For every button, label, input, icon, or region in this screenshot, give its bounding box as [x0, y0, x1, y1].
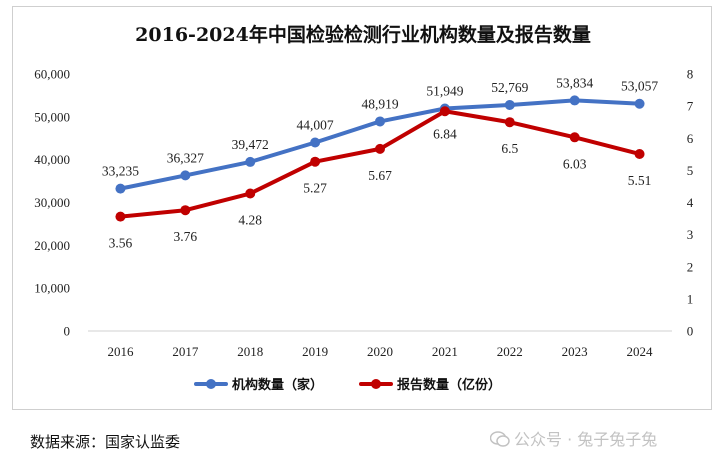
data-point: [310, 137, 321, 148]
x-tick-label: 2024: [627, 344, 654, 359]
legend-swatch-marker: [206, 379, 216, 389]
x-tick-label: 2019: [302, 344, 328, 359]
x-tick-label: 2022: [497, 344, 523, 359]
legend-swatch-marker: [371, 379, 381, 389]
data-point: [504, 117, 515, 128]
chart-frame: [12, 6, 712, 410]
data-point: [634, 148, 645, 159]
axes: 0 10,000 20,000 30,000 40,000 50,000 60,000 0 1 2…: [34, 67, 694, 360]
x-tick-label: 2021: [432, 344, 458, 359]
watermark: 公众号 · 兔子兔子兔: [490, 426, 657, 450]
data-label: 53,057: [621, 79, 658, 94]
data-point: [504, 99, 515, 110]
x-tick-label: 2018: [237, 344, 263, 359]
data-label: 5.51: [628, 173, 652, 188]
y-right-tick-label: 0: [687, 324, 694, 339]
data-label: 44,007: [297, 118, 334, 133]
data-label: 48,919: [361, 96, 398, 111]
legend: 机构数量（家） 报告数量（亿份）: [194, 377, 501, 393]
series-layer: [115, 95, 645, 222]
y-left-tick-label: 50,000: [34, 109, 70, 124]
x-tick-label: 2016: [107, 344, 134, 359]
data-label: 6.5: [501, 141, 518, 156]
y-right-tick-label: 5: [687, 163, 694, 178]
data-point: [245, 188, 256, 199]
y-left-tick-label: 20,000: [34, 238, 70, 253]
source-note: 数据来源：国家认监委: [30, 433, 181, 451]
y-right-tick-label: 2: [687, 259, 694, 274]
data-label: 52,769: [491, 80, 528, 95]
data-label: 39,472: [232, 137, 269, 152]
data-label: 6.03: [563, 156, 587, 171]
data-label: 5.27: [303, 181, 327, 196]
data-labels: 33,235 36,327 39,472 44,007 48,919 51,949 52,7…: [102, 75, 658, 250]
data-label: 3.76: [174, 229, 198, 244]
x-tick-label: 2020: [367, 344, 393, 359]
x-tick-label: 2017: [172, 344, 199, 359]
legend-label: 机构数量（家）: [232, 377, 323, 393]
data-point: [439, 106, 450, 117]
data-point: [569, 95, 580, 106]
wechat-icon: [490, 431, 510, 447]
x-tick-label: 2023: [562, 344, 588, 359]
data-point: [180, 170, 191, 181]
y-right-tick-label: 7: [687, 99, 694, 114]
data-point: [375, 143, 385, 154]
data-label: 36,327: [167, 150, 204, 165]
data-point: [310, 156, 321, 167]
data-label: 5.67: [368, 168, 392, 183]
y-right-tick-label: 4: [687, 195, 694, 210]
watermark-text: 公众号 · 兔子兔子兔: [514, 430, 658, 449]
data-point: [115, 183, 126, 194]
y-left-tick-label: 10,000: [34, 281, 70, 296]
y-left-tick-label: 30,000: [34, 195, 70, 210]
data-label: 6.84: [433, 126, 457, 141]
data-point: [245, 156, 256, 167]
y-right-tick-label: 3: [687, 227, 694, 242]
legend-label: 报告数量（亿份）: [397, 377, 501, 393]
data-point: [375, 116, 385, 127]
y-left-tick-label: 60,000: [34, 67, 70, 82]
data-label: 3.56: [109, 236, 133, 251]
y-left-tick-label: 40,000: [34, 152, 70, 167]
y-right-tick-label: 6: [687, 131, 694, 146]
y-right-tick-label: 8: [687, 67, 694, 82]
data-point: [115, 211, 126, 222]
data-label: 53,834: [556, 75, 593, 90]
y-right-tick-label: 1: [687, 291, 694, 306]
data-point: [569, 132, 580, 143]
data-point: [180, 205, 191, 216]
data-label: 4.28: [238, 213, 262, 228]
y-left-tick-label: 0: [64, 324, 71, 339]
data-label: 33,235: [102, 164, 139, 179]
data-point: [634, 98, 645, 109]
chart-title: 2016-2024年中国检验检测行业机构数量及报告数量: [135, 23, 591, 46]
data-label: 51,949: [426, 83, 463, 98]
